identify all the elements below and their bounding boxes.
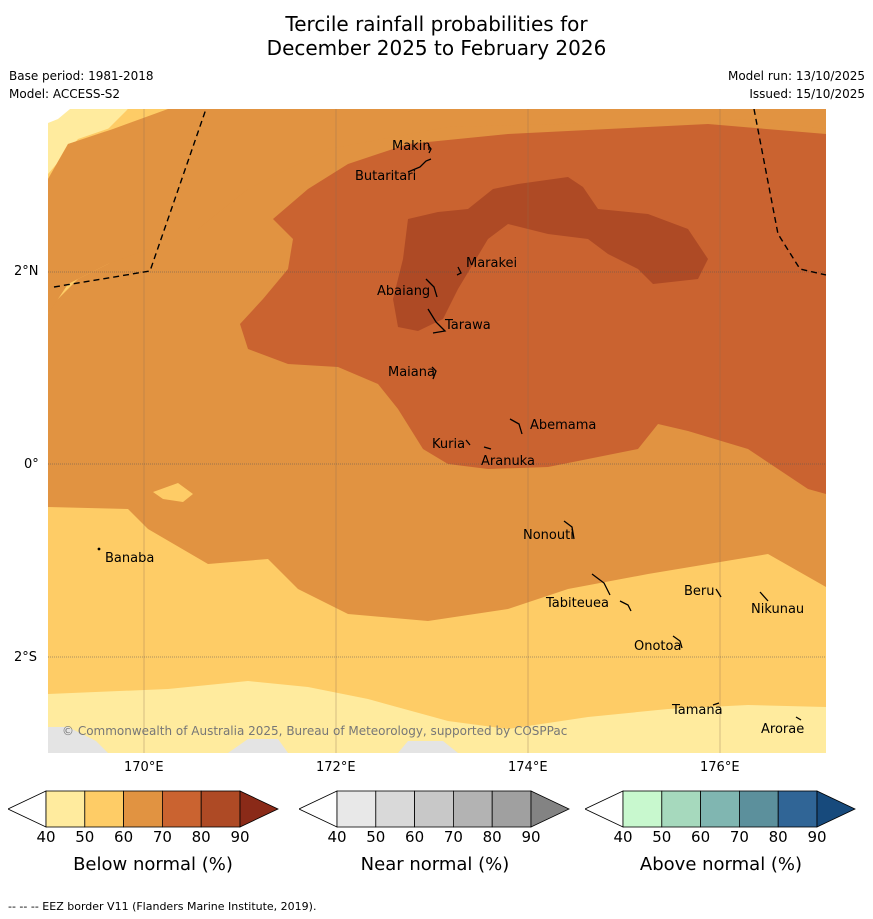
below-colorbar-box-2 (84, 790, 125, 828)
near-colorbar-tick: 40 (327, 828, 347, 846)
colorbar-above-normal (585, 790, 856, 828)
above-colorbar-box-1 (622, 790, 663, 828)
lon-label-176e: 176°E (700, 760, 740, 775)
place-label-onotoa: Onotoa (634, 639, 682, 654)
above-colorbar-box-5 (777, 790, 818, 828)
below-colorbar-box-5 (200, 790, 241, 828)
below-colorbar-tick: 50 (75, 828, 95, 846)
above-colorbar-box-2 (661, 790, 702, 828)
banaba-island (97, 547, 101, 551)
issued-date: Issued: 15/10/2025 (749, 87, 865, 101)
colorbar-label-near: Near normal (%) (360, 854, 510, 875)
below-colorbar-max-arrow (239, 790, 279, 828)
below-colorbar-box-3 (123, 790, 163, 828)
above-colorbar-tick: 80 (768, 828, 788, 846)
title-line-2: December 2025 to February 2026 (266, 36, 607, 60)
near-colorbar-box-3 (414, 790, 454, 828)
below-colorbar-box-1 (45, 790, 86, 828)
place-label-tarawa: Tarawa (445, 318, 491, 333)
band-below-40 (48, 109, 70, 123)
place-label-arorae: Arorae (761, 722, 805, 737)
near-colorbar-tick: 60 (405, 828, 425, 846)
near-colorbar-box-5 (491, 790, 532, 828)
below-colorbar-tick: 40 (36, 828, 56, 846)
above-colorbar-box-4 (738, 790, 779, 828)
place-label-abaiang: Abaiang (377, 284, 431, 299)
near-normal-patch (228, 739, 288, 753)
colorbar-near-normal (299, 790, 570, 828)
place-label-maiana: Maiana (388, 365, 435, 380)
band-50-60 (153, 483, 193, 502)
colorbar-label-below: Below normal (%) (73, 854, 233, 875)
island-outlines (407, 144, 802, 721)
below-colorbar-min-arrow (8, 790, 47, 828)
lon-label-170e: 170°E (124, 760, 164, 775)
band-40-50 (48, 109, 128, 174)
place-label-nikunau: Nikunau (751, 602, 805, 617)
below-colorbar-tick: 60 (114, 828, 134, 846)
below-colorbar-box-4 (161, 790, 202, 828)
graticule (143, 109, 721, 753)
above-colorbar-tick: 70 (729, 828, 749, 846)
below-colorbar-tick: 70 (152, 828, 172, 846)
model-name: Model: ACCESS-S2 (9, 87, 121, 101)
base-period: Base period: 1981-2018 (9, 69, 154, 83)
eez-footnote: -- -- -- EEZ border V11 (Flanders Marine… (8, 900, 317, 913)
above-colorbar-max-arrow (816, 790, 856, 828)
place-label-banaba: Banaba (105, 551, 155, 566)
colorbar-label-above: Above normal (%) (639, 854, 803, 875)
place-label-tamana: Tamana (672, 703, 723, 718)
latitude-lines (48, 271, 826, 658)
place-label-aranuka: Aranuka (481, 454, 535, 469)
rainfall-probability-map (48, 109, 826, 753)
near-colorbar-max-arrow (530, 790, 570, 828)
above-colorbar-tick: 40 (613, 828, 633, 846)
above-colorbar-box-3 (700, 790, 740, 828)
band-80-90 (393, 177, 708, 331)
place-label-tabiteuea: Tabiteuea (546, 596, 609, 611)
above-colorbar-tick: 50 (652, 828, 672, 846)
place-label-beru: Beru (684, 584, 715, 599)
near-colorbar-tick: 70 (443, 828, 463, 846)
lon-label-174e: 174°E (508, 760, 548, 775)
lat-label-2n: 2°N (14, 264, 39, 279)
lon-label-172e: 172°E (316, 760, 356, 775)
title-line-1: Tercile rainfall probabilities for (285, 12, 588, 36)
above-colorbar-tick: 90 (807, 828, 827, 846)
above-colorbar-min-arrow (585, 790, 624, 828)
place-label-butaritari: Butaritari (355, 169, 417, 184)
near-colorbar-tick: 80 (482, 828, 502, 846)
near-normal-patch (398, 741, 458, 753)
below-colorbar-tick: 90 (230, 828, 250, 846)
place-label-makin: Makin (392, 139, 431, 154)
place-label-kuria: Kuria (432, 437, 466, 452)
place-label-nonouti: Nonouti (523, 528, 574, 543)
near-colorbar-min-arrow (299, 790, 338, 828)
below-colorbar-tick: 80 (191, 828, 211, 846)
above-colorbar-tick: 60 (691, 828, 711, 846)
band-60-70 (48, 109, 826, 314)
place-label-marakei: Marakei (466, 256, 518, 271)
copyright-notice: © Commonwealth of Australia 2025, Bureau… (62, 724, 568, 738)
place-label-abemama: Abemama (530, 418, 597, 433)
near-colorbar-tick: 50 (366, 828, 386, 846)
lat-label-2s: 2°S (14, 650, 38, 665)
near-colorbar-box-1 (336, 790, 377, 828)
eez-border (53, 109, 826, 288)
colorbar-below-normal (8, 790, 279, 828)
band-40-50 (48, 681, 826, 753)
lat-label-0: 0° (24, 457, 39, 472)
band-70-80 (240, 124, 826, 494)
near-colorbar-box-2 (375, 790, 416, 828)
model-run: Model run: 13/10/2025 (727, 69, 865, 83)
near-colorbar-tick: 90 (521, 828, 541, 846)
near-colorbar-box-4 (452, 790, 493, 828)
near-normal-patch (48, 727, 108, 753)
